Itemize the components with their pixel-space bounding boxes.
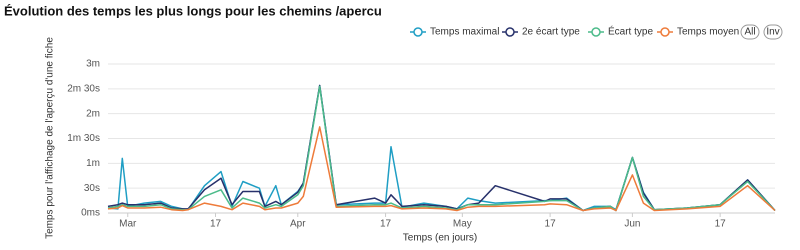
legend-label[interactable]: Temps moyen — [677, 27, 739, 38]
y-tick-label: 3m — [86, 59, 100, 70]
x-tick-label: May — [453, 219, 472, 230]
y-tick-label: 1m 30s — [67, 133, 100, 144]
legend-button[interactable] — [740, 24, 760, 40]
legend-marker — [591, 27, 601, 37]
legend-button[interactable] — [763, 24, 783, 40]
legend-marker — [505, 27, 515, 37]
series-line — [107, 85, 776, 212]
x-tick-label: 17 — [545, 219, 557, 230]
y-tick-label: 30s — [84, 183, 100, 194]
series-line — [107, 84, 776, 212]
legend-marker — [660, 27, 670, 37]
y-tick-label: 0ms — [81, 208, 100, 219]
series-line — [107, 84, 776, 212]
y-tick-label: 1m — [86, 158, 100, 169]
legend-button-label[interactable]: Inv — [766, 27, 779, 38]
legend-label[interactable]: Temps maximal — [430, 27, 499, 38]
legend-marker — [413, 27, 423, 37]
x-tick-label: 17 — [380, 219, 392, 230]
y-tick-label: 2m 30s — [67, 83, 100, 94]
x-tick-label: 17 — [715, 219, 727, 230]
x-tick-label: Mar — [119, 219, 137, 230]
x-tick-label: 17 — [210, 219, 222, 230]
chart-title: Évolution des temps les plus longs pour … — [4, 3, 382, 18]
y-tick-label: 2m — [86, 108, 100, 119]
series-line — [107, 126, 776, 212]
x-axis-label: Temps (en jours) — [403, 233, 477, 244]
legend-label[interactable]: Écart type — [608, 25, 653, 38]
legend-label[interactable]: 2e écart type — [522, 27, 580, 38]
x-tick-label: Apr — [290, 219, 306, 230]
legend-button-label[interactable]: All — [744, 27, 755, 38]
y-axis-label: Temps pour l'affichage de l'aperçu d'une… — [45, 37, 56, 239]
x-tick-label: Jun — [624, 219, 640, 230]
